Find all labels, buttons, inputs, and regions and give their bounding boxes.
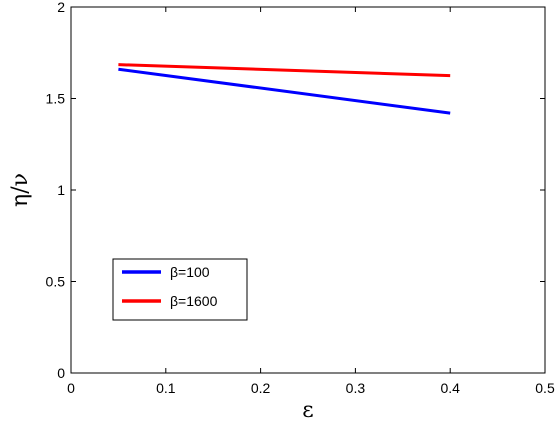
legend-box — [112, 258, 248, 321]
x-tick-label: 0.4 — [440, 380, 460, 396]
series-line-1 — [118, 63, 451, 78]
y-tick-label: 1 — [57, 182, 65, 198]
x-tick-label: 0.3 — [346, 380, 366, 396]
y-axis-label: η/ν — [8, 173, 33, 207]
legend-label-beta-1600: β=1600 — [170, 293, 218, 309]
y-tick-label: 1.5 — [46, 91, 66, 107]
series-group — [118, 63, 451, 115]
x-tick-label: 0.5 — [535, 380, 555, 396]
series-line-0 — [118, 67, 451, 115]
y-tick-label: 0.5 — [46, 274, 66, 290]
y-tick-label: 0 — [57, 365, 65, 381]
legend: β=100 β=1600 — [112, 258, 248, 321]
x-tick-label: 0.2 — [251, 380, 271, 396]
y-tick-label: 2 — [57, 0, 65, 15]
ticks-group: 0 0.1 0.2 0.3 0.4 0.5 0 0.5 1 1.5 2 — [46, 0, 555, 396]
x-tick-label: 0 — [67, 380, 75, 396]
x-axis-label: ε — [302, 398, 313, 423]
legend-label-beta-100: β=100 — [170, 264, 210, 280]
x-tick-label: 0.1 — [156, 380, 176, 396]
